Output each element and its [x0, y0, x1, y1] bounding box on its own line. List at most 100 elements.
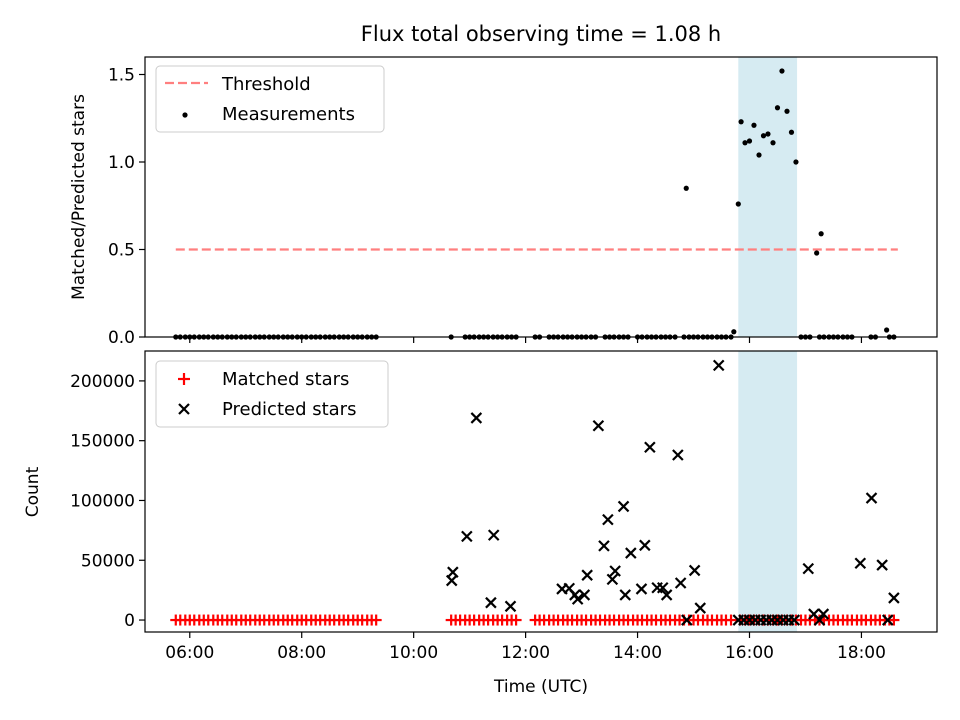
predicted-star-marker	[888, 592, 900, 604]
bottom-y-tick-label: 0	[124, 611, 135, 631]
bottom-panel: 0 50000 100000 150000 200000 06:00 08:00 10:00…	[23, 350, 938, 697]
measurement-point	[788, 129, 795, 135]
bottom-y-tick-label: 150000	[70, 432, 135, 452]
bottom-plot-frame	[144, 350, 938, 633]
top-highlight-span	[738, 57, 798, 337]
measurement-point	[746, 138, 753, 144]
measurement-point	[765, 131, 771, 137]
predicted-star-marker	[639, 539, 651, 552]
measurement-point	[774, 105, 781, 111]
measurement-point	[731, 329, 737, 335]
predicted-star-marker	[881, 614, 894, 626]
top-panel: 0.0 0.5 1.0 1.5 Matched/Predicted stars Thr…	[69, 56, 938, 348]
measurement-point	[770, 140, 776, 146]
predicted-star-marker	[802, 562, 815, 575]
predicted-star-marker	[681, 614, 693, 626]
measurement-point	[735, 201, 741, 207]
top-y-axis-label: Matched/Predicted stars	[69, 94, 89, 300]
legend-measurements-swatch	[182, 112, 188, 118]
predicted-star-marker	[876, 559, 888, 571]
top-y-tick-label: 1.0	[108, 153, 135, 173]
legend-predicted-label: Predicted stars	[222, 399, 356, 420]
legend-matched-label: Matched stars	[222, 369, 349, 390]
top-x-ticks	[189, 337, 863, 343]
bottom-y-tick-label: 50000	[81, 551, 135, 571]
measurement-point	[738, 119, 744, 125]
top-plot-frame	[144, 56, 938, 338]
x-axis-label: Time (UTC)	[493, 677, 588, 697]
predicted-star-marker	[461, 530, 473, 543]
legend-measurements-label: Measurements	[222, 104, 355, 125]
top-y-tick-label: 1.5	[108, 66, 135, 86]
measurement-point	[784, 108, 790, 114]
measurement-point	[751, 122, 757, 128]
x-tick-label: 12:00	[501, 643, 550, 663]
x-tick-label: 18:00	[837, 643, 886, 663]
predicted-star-marker	[712, 359, 725, 372]
predicted-star-marker	[674, 577, 687, 589]
predicted-star-marker	[688, 564, 701, 577]
predicted-star-marker	[617, 500, 630, 513]
predicted-star-marker	[625, 547, 637, 559]
predicted-star-marker	[813, 614, 826, 626]
x-tick-label: 16:00	[725, 643, 774, 663]
measurement-point	[779, 68, 785, 74]
top-y-tick-label: 0.5	[108, 241, 135, 261]
top-y-tick-label: 0.0	[108, 328, 135, 348]
predicted-star-marker	[656, 581, 669, 594]
measurement-point	[793, 159, 799, 165]
predicted-star-marker	[609, 565, 621, 577]
bottom-y-ticks: 0 50000 100000 150000 200000	[70, 372, 145, 631]
predicted-star-marker	[788, 614, 801, 626]
measurement-point	[814, 250, 820, 256]
predicted-star-marker	[854, 557, 867, 570]
top-y-ticks: 0.0 0.5 1.0 1.5	[108, 66, 145, 348]
predicted-star-marker	[694, 602, 707, 614]
bottom-legend: Matched stars Predicted stars	[155, 360, 389, 428]
legend-matched-swatch	[178, 373, 190, 385]
predicted-stars-series	[445, 359, 900, 626]
measurement-point	[683, 185, 689, 191]
predicted-star-marker	[865, 492, 878, 504]
bottom-x-ticks: 06:00 08:00 10:00 12:00 14:00 16:00 18:00	[165, 632, 886, 663]
measurement-point	[742, 140, 748, 146]
predicted-star-marker	[817, 608, 830, 620]
predicted-star-marker	[487, 529, 500, 541]
measurement-point	[884, 327, 890, 333]
predicted-star-marker	[571, 593, 584, 605]
predicted-star-marker	[485, 596, 497, 609]
predicted-star-marker	[602, 513, 614, 526]
chart-title: Flux total observing time = 1.08 h	[361, 22, 721, 46]
legend-threshold-label: Threshold	[221, 74, 311, 95]
bottom-highlight-span	[738, 351, 798, 632]
predicted-star-marker	[592, 419, 605, 432]
top-legend: Threshold Measurements	[155, 65, 385, 133]
predicted-star-marker	[504, 600, 517, 613]
predicted-star-marker	[598, 540, 610, 552]
x-tick-label: 06:00	[165, 643, 214, 663]
bottom-y-axis-label: Count	[23, 466, 43, 517]
predicted-star-marker	[581, 569, 593, 581]
predicted-star-marker	[619, 589, 632, 601]
matched-star-marker	[888, 614, 900, 626]
bottom-y-tick-label: 100000	[70, 491, 135, 511]
predicted-star-marker	[644, 441, 656, 454]
x-tick-label: 14:00	[613, 643, 662, 663]
measurement-point	[818, 231, 824, 237]
matched-star-marker	[370, 614, 382, 626]
predicted-star-marker	[606, 573, 619, 586]
bottom-y-tick-label: 200000	[70, 372, 135, 392]
predicted-star-marker	[660, 589, 673, 601]
predicted-star-marker	[578, 589, 591, 601]
matched-star-marker	[510, 614, 522, 626]
predicted-star-marker	[672, 449, 684, 461]
predicted-star-marker	[470, 412, 483, 424]
predicted-star-marker	[445, 574, 458, 587]
measurements-series	[173, 68, 897, 340]
x-tick-label: 10:00	[389, 643, 438, 663]
legend-predicted-swatch	[178, 403, 190, 415]
predicted-star-marker	[635, 583, 648, 595]
measurement-point	[756, 152, 762, 158]
x-tick-label: 08:00	[277, 643, 326, 663]
